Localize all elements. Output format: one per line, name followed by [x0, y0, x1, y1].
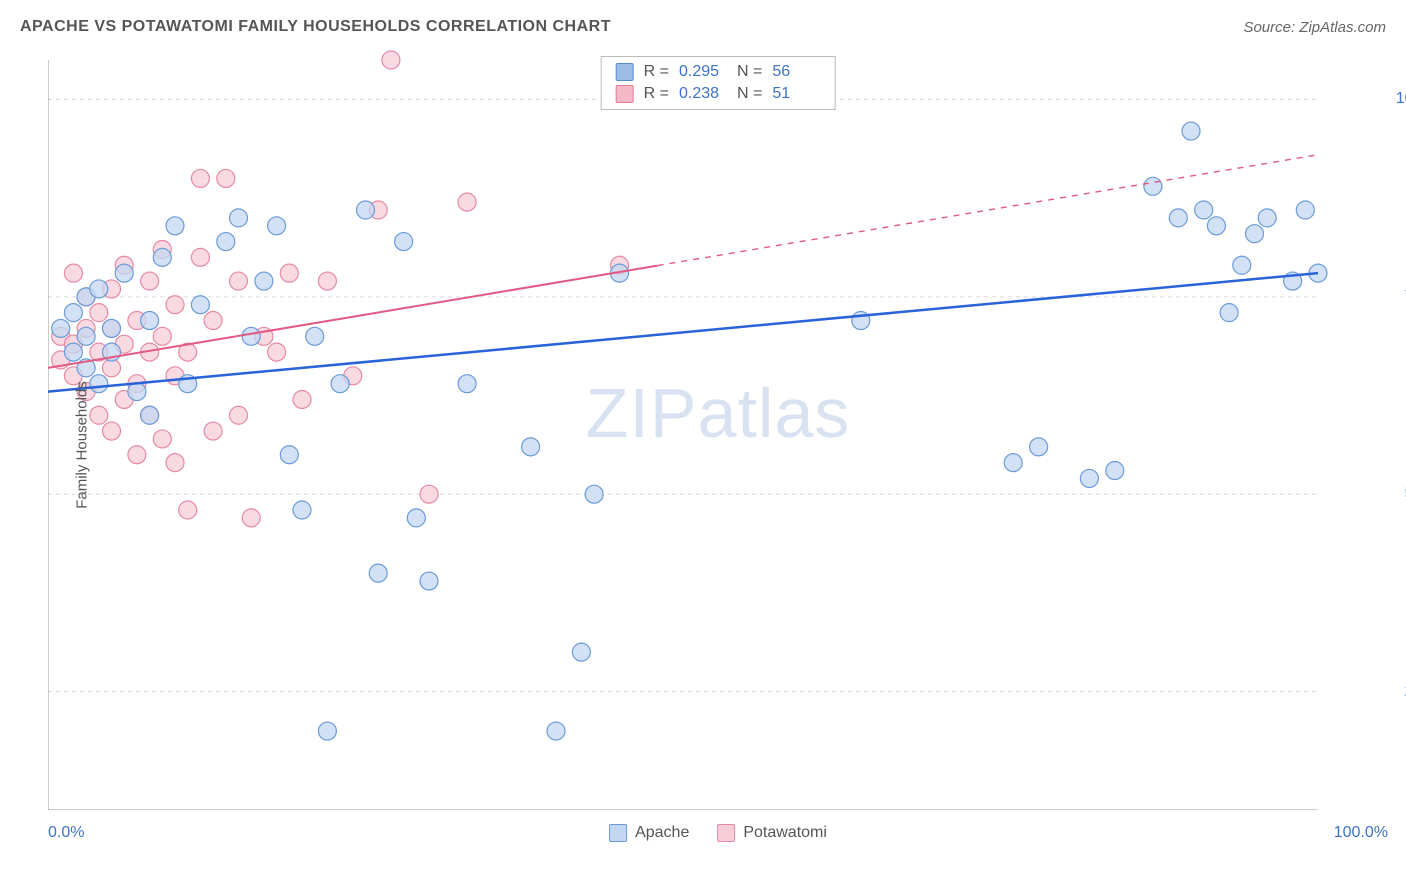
potawatomi-swatch	[717, 824, 735, 842]
apache-label: Apache	[635, 824, 689, 842]
r-label: R =	[644, 63, 669, 81]
series-legend: Apache Potawatomi	[609, 824, 827, 842]
correlation-legend: R = 0.295 N = 56 R = 0.238 N = 51	[601, 56, 836, 110]
corr-swatch	[616, 85, 634, 103]
y-axis-label: Family Households	[73, 381, 90, 509]
r-value: 0.238	[679, 85, 727, 103]
r-label: R =	[644, 85, 669, 103]
source-label: Source: ZipAtlas.com	[1243, 19, 1386, 36]
legend-item-potawatomi: Potawatomi	[717, 824, 827, 842]
n-value: 56	[772, 63, 820, 81]
watermark-atlas: atlas	[698, 374, 851, 452]
x-max-label: 100.0%	[1334, 824, 1388, 842]
corr-legend-row: R = 0.238 N = 51	[616, 83, 821, 105]
watermark-zip: ZIP	[586, 374, 698, 452]
watermark: ZIPatlas	[586, 373, 851, 453]
x-min-label: 0.0%	[48, 824, 84, 842]
chart-title: APACHE VS POTAWATOMI FAMILY HOUSEHOLDS C…	[20, 18, 611, 36]
corr-legend-row: R = 0.295 N = 56	[616, 61, 821, 83]
potawatomi-label: Potawatomi	[743, 824, 827, 842]
n-label: N =	[737, 85, 762, 103]
n-value: 51	[772, 85, 820, 103]
chart-container: Family Households 25.0%50.0%75.0%100.0% …	[48, 50, 1388, 840]
r-value: 0.295	[679, 63, 727, 81]
apache-swatch	[609, 824, 627, 842]
legend-item-apache: Apache	[609, 824, 689, 842]
y-tick-label: 100.0%	[1396, 90, 1406, 108]
n-label: N =	[737, 63, 762, 81]
corr-swatch	[616, 63, 634, 81]
